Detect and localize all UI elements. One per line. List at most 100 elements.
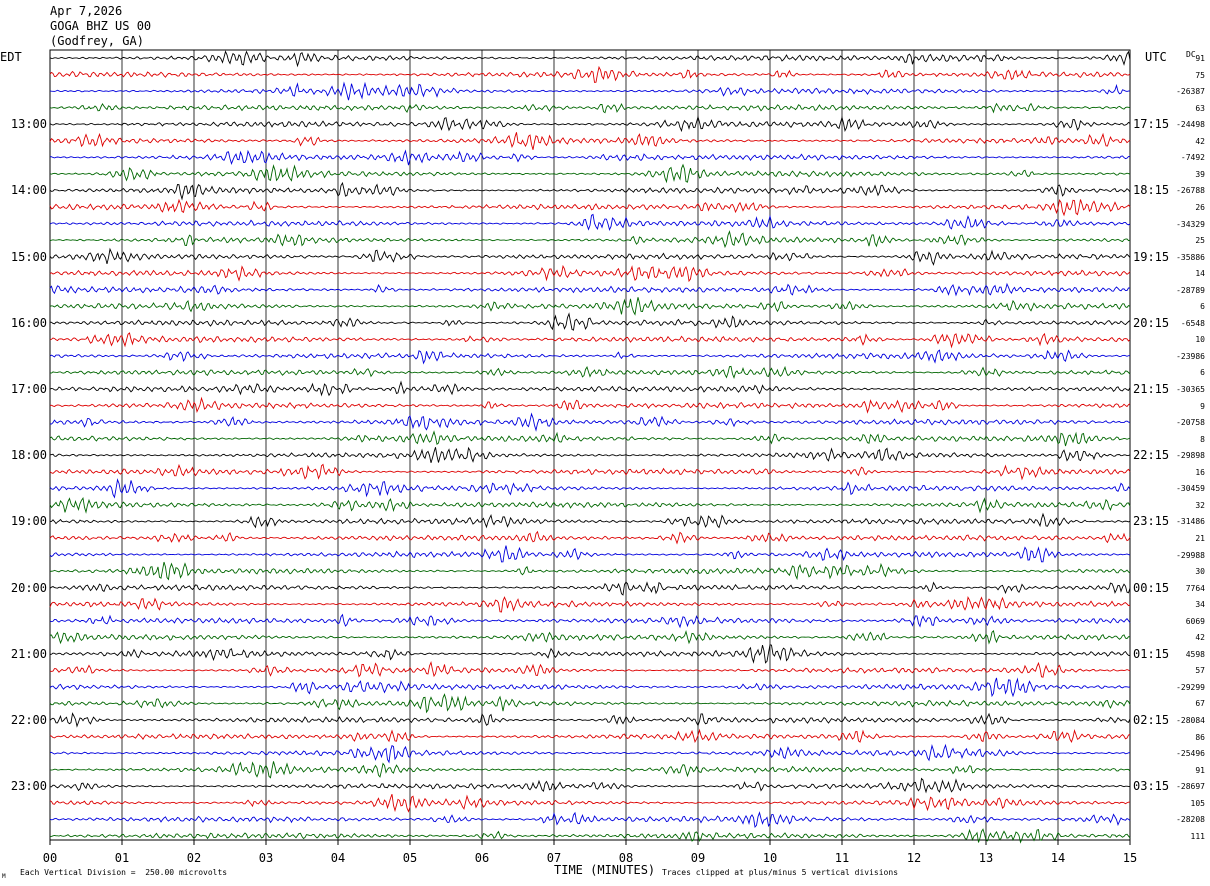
seismic-trace (49, 230, 1131, 249)
x-tick-label: 05 (402, 851, 418, 865)
dc-offset-label: -7492 (1180, 153, 1205, 163)
x-tick-label: 06 (474, 851, 490, 865)
seismic-trace (49, 412, 1131, 432)
x-axis-title: TIME (MINUTES) (554, 863, 656, 877)
seismic-trace (49, 102, 1131, 114)
dc-offset-label: 9 (1200, 401, 1205, 411)
right-hour-label: 18:15 (1133, 183, 1170, 198)
left-hour-label: 16:00 (10, 315, 47, 330)
dc-offset-label: 6 (1200, 368, 1205, 378)
right-timezone-label: UTC (1145, 50, 1167, 64)
seismic-trace (49, 332, 1131, 349)
dc-offset-label: -31486 (1176, 517, 1205, 527)
seismic-trace (49, 81, 1131, 101)
dc-offset-label: -25496 (1176, 749, 1205, 759)
dc-offset-label: -20758 (1176, 418, 1205, 428)
seismic-trace (49, 132, 1131, 150)
seismic-trace (49, 530, 1131, 545)
seismic-trace (49, 777, 1131, 794)
right-hour-label: 01:15 (1133, 646, 1170, 661)
seismic-trace (49, 463, 1131, 481)
x-tick-label: 04 (330, 851, 346, 865)
seismic-trace (49, 581, 1131, 596)
dc-offset-label: -28084 (1176, 716, 1205, 725)
seismic-trace (49, 811, 1131, 828)
header-location: (Godfrey, GA) (50, 34, 144, 48)
dc-offset-label: 91 (1195, 765, 1205, 775)
left-hour-label: 15:00 (10, 249, 47, 264)
x-tick-label: 03 (258, 851, 274, 865)
left-hour-label: 21:00 (10, 646, 47, 661)
dc-offset-label: -29299 (1176, 682, 1205, 692)
dc-offset-label: 26 (1195, 202, 1205, 212)
dc-offset-label: -30459 (1176, 484, 1205, 494)
right-hour-label: 21:15 (1133, 382, 1170, 396)
seismic-trace (49, 247, 1131, 266)
left-hour-label: 18:00 (10, 448, 47, 463)
left-hour-label: 20:00 (10, 580, 47, 595)
dc-offset-header: DC (1186, 50, 1196, 59)
x-tick-label: 12 (906, 851, 922, 865)
seismic-trace (49, 446, 1131, 463)
seismic-trace (49, 365, 1131, 380)
right-hour-label: 19:15 (1133, 249, 1170, 264)
seismic-trace (49, 312, 1131, 331)
x-tick-label: 01 (114, 851, 130, 865)
plot-border (49, 49, 1131, 841)
dc-offset-label: 86 (1195, 732, 1205, 742)
seismic-trace (49, 660, 1131, 678)
dc-offset-label: 7764 (1185, 583, 1205, 593)
x-tick-label: 14 (1050, 851, 1066, 865)
x-tick-label: 07 (546, 851, 562, 865)
seismic-traces (49, 50, 1131, 844)
seismic-trace (49, 50, 1131, 68)
left-hour-label: 14:00 (10, 183, 47, 198)
right-hour-label: 22:15 (1133, 448, 1170, 463)
seismic-trace (49, 497, 1131, 514)
header-date: Apr 7,2026 (50, 4, 123, 18)
dc-offset-label: 91 (1195, 54, 1205, 63)
seismic-trace (49, 198, 1131, 217)
clip-note: Traces clipped at plus/minus 5 vertical … (662, 868, 899, 877)
dc-offset-label: 67 (1195, 699, 1205, 709)
seismic-trace (49, 644, 1131, 664)
seismic-trace (49, 613, 1131, 629)
dc-offset-label: -24498 (1176, 120, 1205, 130)
dc-offset-label: -28789 (1176, 285, 1205, 295)
left-hour-label: 22:00 (10, 713, 47, 727)
seismic-trace (49, 297, 1131, 316)
dc-offset-label: -29988 (1176, 550, 1205, 560)
seismic-trace (49, 693, 1131, 714)
dc-offset-label: 8 (1200, 434, 1205, 444)
dc-offset-label: 111 (1190, 831, 1205, 841)
seismic-trace (49, 629, 1131, 645)
seismic-trace (49, 65, 1131, 83)
x-tick-label: 02 (186, 851, 202, 865)
left-hour-label: 23:00 (10, 779, 47, 794)
seismic-trace (49, 181, 1131, 201)
seismic-trace (49, 149, 1131, 166)
dc-offset-label: -28208 (1176, 815, 1205, 825)
seismic-trace (49, 430, 1131, 447)
seismic-trace (49, 163, 1131, 184)
x-tick-label: 10 (762, 851, 778, 865)
seismic-trace (49, 349, 1130, 365)
dc-offset-label: 63 (1195, 103, 1205, 113)
seismic-trace (49, 728, 1131, 743)
dc-offset-label: 4598 (1185, 649, 1205, 659)
dc-offset-label: -28697 (1176, 782, 1205, 792)
x-tick-label: 11 (834, 851, 850, 865)
dc-offset-label: 32 (1195, 500, 1205, 510)
left-hour-label: 19:00 (10, 514, 47, 529)
header-station: GOGA BHZ US 00 (50, 19, 152, 33)
seismic-trace (49, 712, 1131, 728)
seismic-trace (49, 380, 1131, 397)
dc-offset-label: -26387 (1176, 87, 1205, 97)
seismic-trace (49, 282, 1131, 297)
dc-offset-label: -35886 (1176, 252, 1205, 262)
dc-offset-label: 21 (1195, 533, 1205, 543)
seismic-trace (49, 743, 1131, 764)
plot-grid (49, 49, 1131, 841)
seismic-trace (49, 561, 1131, 581)
